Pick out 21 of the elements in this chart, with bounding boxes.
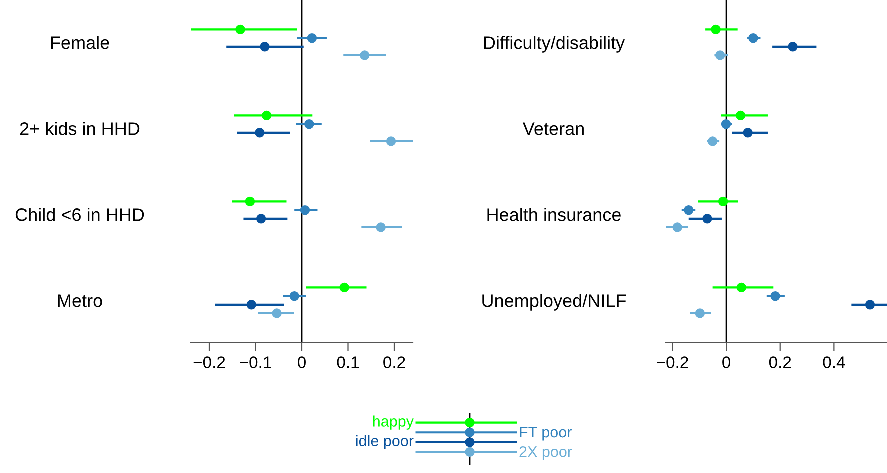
y-tick-label: Veteran bbox=[522, 122, 584, 136]
x-tick-label: 0.4 bbox=[823, 356, 846, 368]
x-tick-label: 0.1 bbox=[337, 356, 360, 368]
y-tick-label: 2+ kids in HHD bbox=[20, 122, 140, 136]
y-tick-label: Female bbox=[51, 36, 110, 50]
text: idle poor bbox=[356, 435, 414, 450]
x-tick-label: 0 bbox=[722, 356, 731, 368]
x-tick-label: −0.2 bbox=[657, 356, 688, 368]
x-tick-label: 0.2 bbox=[769, 356, 792, 368]
x-tick-label: −0.1 bbox=[240, 356, 272, 368]
text: happy bbox=[373, 416, 414, 430]
text: FT poor bbox=[520, 427, 572, 441]
x-tick-label: 0.2 bbox=[384, 356, 406, 368]
x-tick-label: 0 bbox=[298, 356, 306, 368]
y-tick-label: Unemployed/NILF bbox=[482, 294, 626, 311]
y-tick-label: Health insurance bbox=[488, 208, 621, 222]
y-tick-label: Difficulty/disability bbox=[484, 36, 626, 53]
y-tick-label: Metro bbox=[58, 294, 102, 308]
text: 2X poor bbox=[520, 446, 572, 460]
y-tick-label: Child <6 in HHD bbox=[16, 208, 144, 222]
x-tick-label: −0.2 bbox=[194, 356, 226, 368]
